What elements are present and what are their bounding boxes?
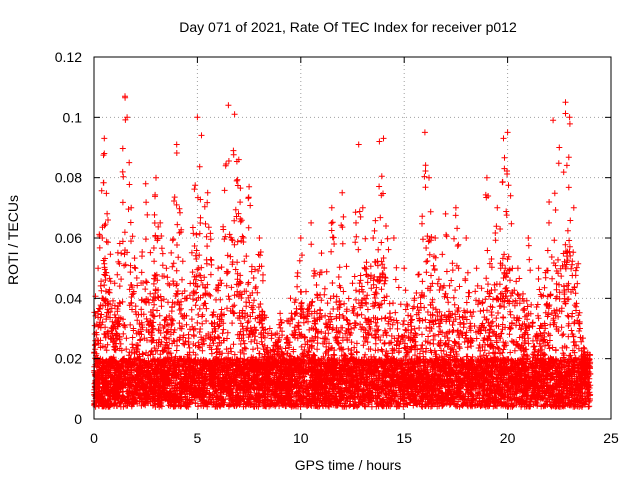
y-tick-label: 0.08: [55, 170, 82, 186]
y-axis-label: ROTI / TECUs: [5, 195, 21, 285]
y-tick-label: 0.12: [55, 49, 82, 65]
x-tick-label: 15: [396, 430, 412, 446]
x-tick-label: 5: [194, 430, 202, 446]
y-tick-label: 0.06: [55, 230, 82, 246]
x-tick-label: 25: [603, 430, 619, 446]
x-axis-ticks: 0 5 10 15 20 25: [90, 57, 619, 446]
y-tick-label: 0: [74, 411, 82, 427]
x-tick-label: 10: [293, 430, 309, 446]
x-axis-label: GPS time / hours: [295, 457, 402, 473]
y-tick-label: 0.1: [63, 109, 83, 125]
y-tick-label: 0.02: [55, 351, 82, 367]
x-tick-label: 0: [90, 430, 98, 446]
x-tick-label: 20: [500, 430, 516, 446]
scatter-points: [91, 93, 594, 410]
chart-title: Day 071 of 2021, Rate Of TEC Index for r…: [179, 19, 517, 35]
y-tick-label: 0.04: [55, 290, 82, 306]
y-axis-ticks: 0 0.02 0.04 0.06 0.08 0.1 0.12: [55, 49, 611, 427]
data-points: [91, 93, 594, 410]
